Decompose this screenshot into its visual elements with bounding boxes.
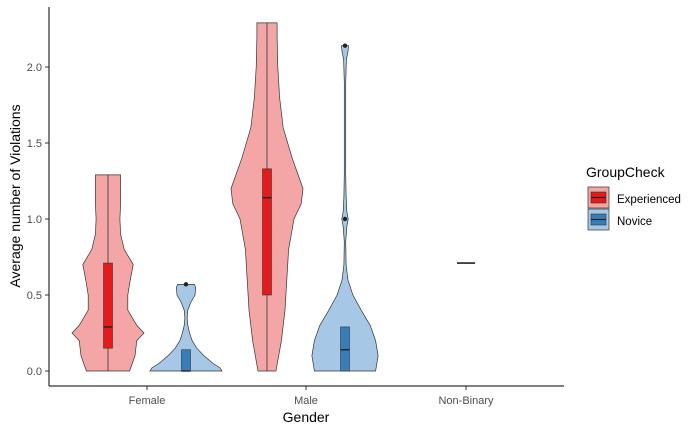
box-novice-female: [181, 349, 191, 372]
x-axis: Female Male Non-Binary: [129, 386, 494, 407]
legend: GroupCheck Experienced Novice: [586, 164, 681, 231]
y-axis: 0.0 0.5 1.0 1.5 2.0: [27, 62, 49, 378]
y-tick-label: 0.0: [27, 366, 42, 378]
outlier-point-novice-male-0: [342, 216, 348, 222]
legend-label-novice: Novice: [617, 216, 652, 228]
legend-title: GroupCheck: [586, 164, 666, 180]
plot-area: [71, 22, 475, 372]
x-tick-label: Non-Binary: [438, 395, 494, 407]
box-novice-male: [340, 326, 350, 372]
y-tick-label: 2.0: [27, 62, 42, 74]
outlier-point-novice-female-0: [183, 282, 189, 287]
y-tick-label: 1.5: [27, 138, 42, 150]
violin-novice-female: [149, 284, 223, 372]
outlier-point-novice-male-1: [342, 43, 348, 48]
legend-label-experienced: Experienced: [617, 194, 681, 206]
x-tick-label: Male: [294, 395, 318, 407]
x-axis-title: Gender: [283, 409, 330, 425]
x-tick-label: Female: [129, 395, 166, 407]
y-tick-label: 0.5: [27, 290, 42, 302]
y-axis-title: Average number of Violations: [7, 104, 23, 287]
violin-novice-male: [311, 45, 379, 372]
box-experienced-male: [262, 168, 272, 296]
y-tick-label: 1.0: [27, 214, 42, 226]
box-experienced-female: [103, 262, 113, 349]
legend-keys: [587, 186, 610, 231]
